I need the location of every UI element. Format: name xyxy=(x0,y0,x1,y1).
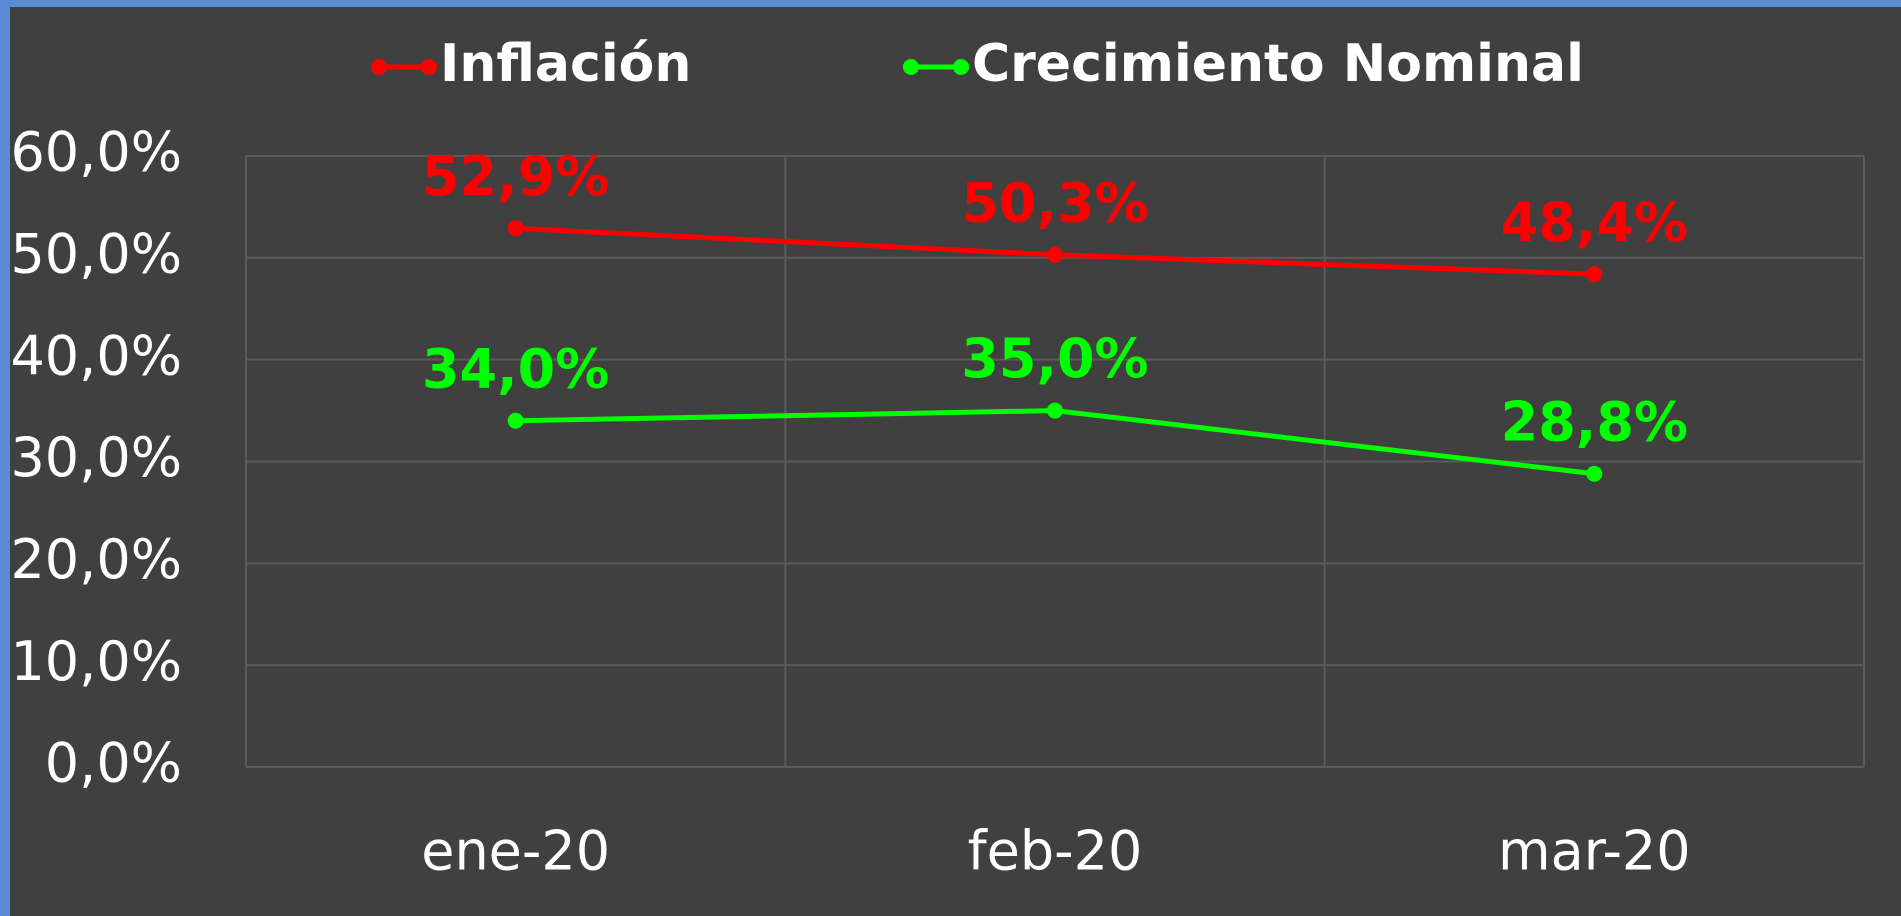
legend-swatch-marker xyxy=(421,59,437,75)
y-tick-label: 40,0% xyxy=(10,324,182,387)
x-tick-label: ene-20 xyxy=(421,820,610,883)
y-tick-label: 30,0% xyxy=(10,426,182,489)
y-tick-label: 0,0% xyxy=(45,732,182,795)
data-label: 28,8% xyxy=(1501,390,1688,453)
legend-swatch-marker xyxy=(953,59,969,75)
legend-label: Inflación xyxy=(440,34,691,94)
series-marker xyxy=(1586,465,1603,482)
x-tick-label: mar-20 xyxy=(1498,820,1691,883)
y-tick-label: 60,0% xyxy=(10,121,182,184)
series-marker xyxy=(507,220,524,237)
data-label: 48,4% xyxy=(1501,191,1688,254)
y-tick-label: 50,0% xyxy=(10,222,182,285)
series-marker xyxy=(507,412,524,429)
series-marker xyxy=(1586,266,1603,283)
legend-label: Crecimiento Nominal xyxy=(972,34,1584,94)
legend-swatch-marker xyxy=(371,59,387,75)
data-label: 34,0% xyxy=(422,337,609,400)
y-tick-label: 10,0% xyxy=(10,630,182,693)
series-marker xyxy=(1047,246,1063,263)
data-label: 35,0% xyxy=(961,327,1148,390)
y-tick-label: 20,0% xyxy=(10,528,182,591)
legend-swatch-marker xyxy=(903,59,919,75)
data-label: 50,3% xyxy=(961,171,1148,234)
series-marker xyxy=(1047,402,1063,419)
data-label: 52,9% xyxy=(422,145,609,208)
x-tick-label: feb-20 xyxy=(968,820,1143,883)
